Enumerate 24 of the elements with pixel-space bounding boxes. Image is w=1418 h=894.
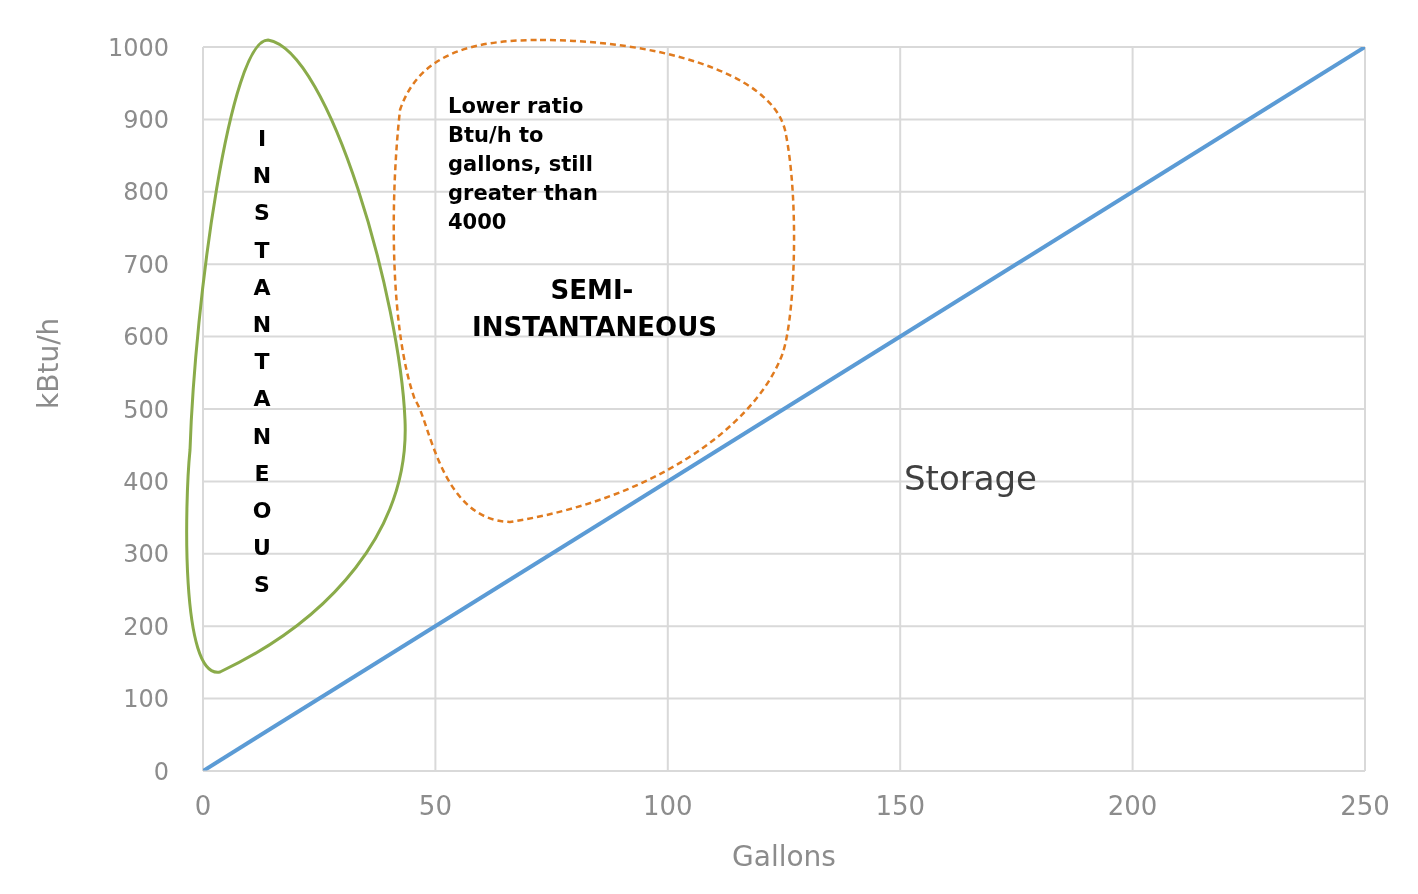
- y-tick-label: 600: [123, 323, 169, 352]
- text: SEMI-: [550, 275, 634, 305]
- text: INSTANTANEOUS: [252, 126, 272, 598]
- y-tick-label: 300: [123, 540, 169, 569]
- y-tick-label: 200: [123, 612, 169, 641]
- x-tick-label: 50: [418, 791, 452, 822]
- x-tick-label: 250: [1340, 791, 1390, 822]
- y-tick-label: 500: [123, 395, 169, 424]
- annotation: Lower ratio Btu/h to gallons, still greater than 4000: [448, 93, 598, 236]
- x-tick-label: 100: [642, 791, 693, 822]
- y-tick-label: 100: [123, 685, 169, 714]
- y-tick-label: 0: [153, 757, 169, 786]
- y-tick-label: 900: [123, 105, 169, 134]
- x-tick-label: 0: [194, 791, 212, 822]
- y-axis-title: kBtu/h: [31, 317, 65, 409]
- annotation: Storage: [904, 458, 1038, 498]
- annotation: INSTANTANEOUS: [472, 312, 718, 342]
- x-axis-title: Gallons: [732, 840, 836, 873]
- y-tick-label: 400: [123, 467, 169, 496]
- x-tick-label: 150: [875, 791, 926, 822]
- y-tick-label: 800: [123, 178, 169, 207]
- y-tick-label: 1000: [107, 33, 169, 62]
- y-tick-label: 700: [123, 250, 169, 279]
- x-tick-label: 200: [1107, 791, 1158, 822]
